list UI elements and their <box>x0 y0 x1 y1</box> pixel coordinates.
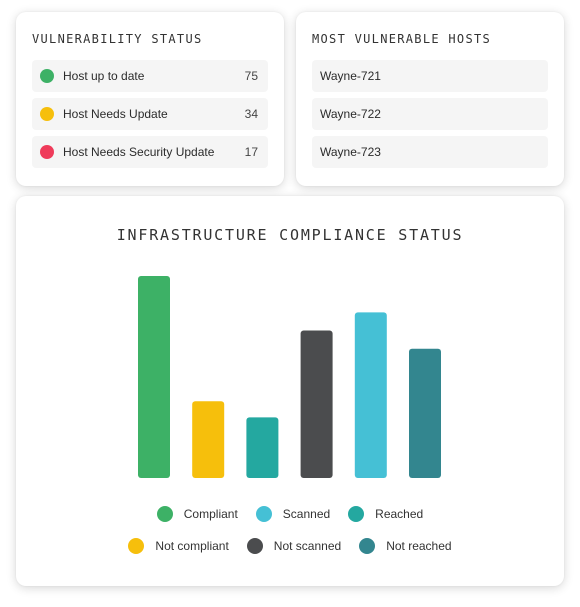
legend-item-compliant[interactable]: Compliant <box>156 506 238 522</box>
status-row-needs-update[interactable]: Host Needs Update 34 <box>32 98 268 130</box>
infrastructure-compliance-card: INFRASTRUCTURE COMPLIANCE STATUS Complia… <box>16 196 564 586</box>
legend-swatch-icon <box>156 506 173 522</box>
chart-legend: Compliant Scanned Reached Not compliant <box>16 502 564 566</box>
host-name: Wayne-721 <box>320 69 381 83</box>
host-row[interactable]: Wayne-723 <box>312 136 548 168</box>
vulnerability-status-card: VULNERABILITY STATUS Host up to date 75 … <box>16 12 284 186</box>
green-status-dot-icon <box>40 69 54 83</box>
status-row-count: 75 <box>244 69 258 83</box>
compliance-bar-chart <box>138 276 441 479</box>
bar-scanned[interactable] <box>354 312 387 478</box>
legend-swatch-icon <box>246 538 263 554</box>
host-row[interactable]: Wayne-722 <box>312 98 548 130</box>
status-row-up-to-date[interactable]: Host up to date 75 <box>32 60 268 92</box>
legend-row: Compliant Scanned Reached <box>16 502 564 526</box>
host-list: Wayne-721 Wayne-722 Wayne-723 <box>312 60 548 174</box>
legend-label: Not scanned <box>273 539 342 553</box>
legend-item-not-reached[interactable]: Not reached <box>359 538 452 554</box>
legend-label: Reached <box>375 507 424 521</box>
legend-swatch-icon <box>128 538 145 554</box>
status-row-label: Host up to date <box>63 69 145 83</box>
bar-reached[interactable] <box>246 417 279 478</box>
status-row-needs-security-update[interactable]: Host Needs Security Update 17 <box>32 136 268 168</box>
status-row-count: 34 <box>244 107 258 121</box>
yellow-status-dot-icon <box>40 107 54 121</box>
legend-label: Scanned <box>282 507 331 521</box>
legend-item-scanned[interactable]: Scanned <box>255 506 331 522</box>
red-status-dot-icon <box>40 145 54 159</box>
infrastructure-compliance-title: INFRASTRUCTURE COMPLIANCE STATUS <box>116 226 464 244</box>
legend-label: Not compliant <box>155 539 229 553</box>
bar-not-scanned[interactable] <box>300 330 333 479</box>
most-vulnerable-hosts-title: MOST VULNERABLE HOSTS <box>312 32 492 46</box>
bar-not-reached[interactable] <box>409 348 441 478</box>
status-row-count: 17 <box>244 145 258 159</box>
status-row-label: Host Needs Update <box>63 107 168 121</box>
legend-label: Compliant <box>183 507 238 521</box>
host-row[interactable]: Wayne-721 <box>312 60 548 92</box>
bar-not-compliant[interactable] <box>192 401 225 478</box>
legend-item-reached[interactable]: Reached <box>348 506 423 522</box>
vulnerability-status-list: Host up to date 75 Host Needs Update 34 … <box>32 60 268 174</box>
legend-item-not-compliant[interactable]: Not compliant <box>128 538 229 554</box>
status-row-label: Host Needs Security Update <box>63 145 215 159</box>
most-vulnerable-hosts-card: MOST VULNERABLE HOSTS Wayne-721 Wayne-72… <box>296 12 564 186</box>
host-name: Wayne-723 <box>320 145 381 159</box>
legend-swatch-icon <box>255 506 272 522</box>
legend-swatch-icon <box>348 506 365 522</box>
bar-compliant[interactable] <box>138 276 170 478</box>
legend-swatch-icon <box>359 538 376 554</box>
host-name: Wayne-722 <box>320 107 381 121</box>
vulnerability-status-title: VULNERABILITY STATUS <box>32 32 203 46</box>
legend-label: Not reached <box>386 539 452 553</box>
legend-row: Not compliant Not scanned Not reached <box>16 534 564 558</box>
legend-item-not-scanned[interactable]: Not scanned <box>246 538 342 554</box>
